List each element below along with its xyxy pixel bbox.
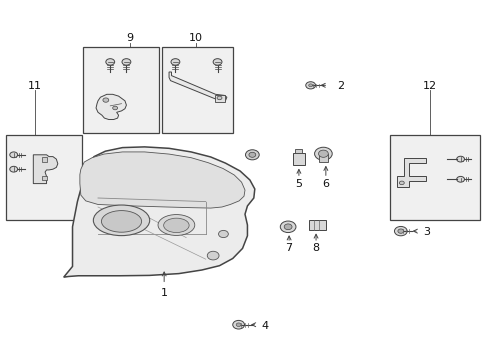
Bar: [318, 154, 328, 162]
Text: 10: 10: [189, 33, 203, 43]
Bar: [162, 47, 233, 133]
Bar: [390, 135, 480, 220]
Circle shape: [457, 156, 465, 162]
Circle shape: [399, 181, 404, 185]
Circle shape: [306, 82, 316, 89]
Circle shape: [113, 106, 118, 110]
Ellipse shape: [93, 205, 150, 236]
Circle shape: [122, 59, 131, 65]
Text: 3: 3: [423, 227, 430, 237]
Circle shape: [318, 150, 328, 157]
Bar: [83, 47, 159, 133]
Polygon shape: [33, 155, 58, 184]
Text: 9: 9: [126, 33, 133, 43]
Circle shape: [10, 166, 18, 172]
Circle shape: [236, 323, 241, 327]
Polygon shape: [80, 152, 245, 208]
Circle shape: [280, 221, 296, 233]
Ellipse shape: [164, 218, 189, 233]
Polygon shape: [96, 94, 126, 120]
Circle shape: [245, 150, 259, 160]
Text: 1: 1: [161, 288, 168, 298]
Circle shape: [103, 98, 109, 102]
Circle shape: [106, 59, 115, 65]
Text: 8: 8: [313, 243, 319, 253]
Ellipse shape: [158, 215, 195, 235]
Text: 7: 7: [286, 243, 293, 253]
Ellipse shape: [101, 211, 142, 232]
Circle shape: [309, 84, 313, 87]
Circle shape: [398, 229, 404, 233]
Circle shape: [10, 152, 18, 158]
Circle shape: [219, 230, 228, 238]
Bar: [215, 95, 225, 102]
Circle shape: [213, 59, 222, 65]
Text: 2: 2: [337, 81, 344, 91]
Bar: [293, 153, 305, 165]
Polygon shape: [169, 72, 227, 102]
Text: 11: 11: [28, 81, 42, 91]
Circle shape: [394, 226, 407, 236]
Bar: [42, 157, 47, 162]
Bar: [6, 135, 82, 220]
Circle shape: [207, 251, 219, 260]
Circle shape: [233, 320, 245, 329]
Text: 12: 12: [423, 81, 437, 91]
Circle shape: [457, 176, 465, 182]
Circle shape: [315, 147, 332, 160]
Text: 4: 4: [261, 321, 268, 331]
Bar: [295, 149, 302, 153]
Bar: [42, 176, 47, 180]
Text: 6: 6: [322, 179, 329, 189]
Circle shape: [217, 96, 222, 100]
Text: 5: 5: [295, 179, 302, 189]
Circle shape: [171, 59, 180, 65]
Polygon shape: [397, 158, 426, 187]
Circle shape: [249, 152, 256, 157]
Circle shape: [284, 224, 292, 230]
Polygon shape: [64, 147, 255, 277]
Bar: [309, 220, 326, 230]
